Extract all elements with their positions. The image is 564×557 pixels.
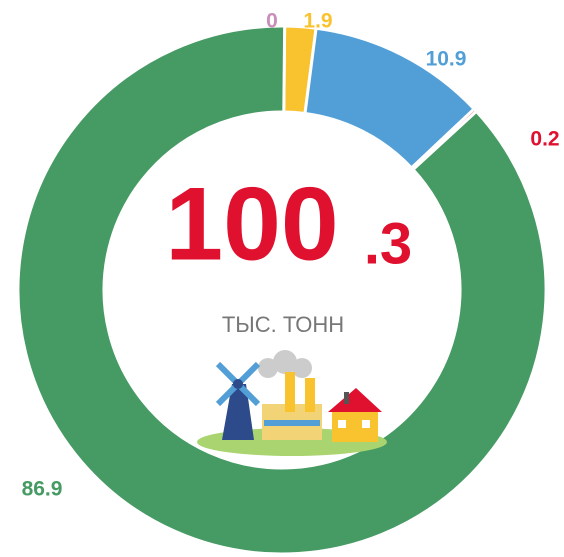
- value-label: 0.2: [530, 128, 559, 151]
- slice: [16, 24, 548, 556]
- illustration: [197, 350, 387, 456]
- center-fraction: .3: [364, 211, 412, 276]
- slices: [16, 24, 548, 556]
- center-unit: ТЫС. ТОНН: [222, 312, 344, 337]
- value-label: 0: [266, 10, 278, 33]
- center-value: 100: [165, 166, 339, 282]
- value-label: 1.9: [303, 10, 332, 33]
- value-label: 10.9: [426, 48, 467, 71]
- value-label: 86.9: [22, 478, 63, 501]
